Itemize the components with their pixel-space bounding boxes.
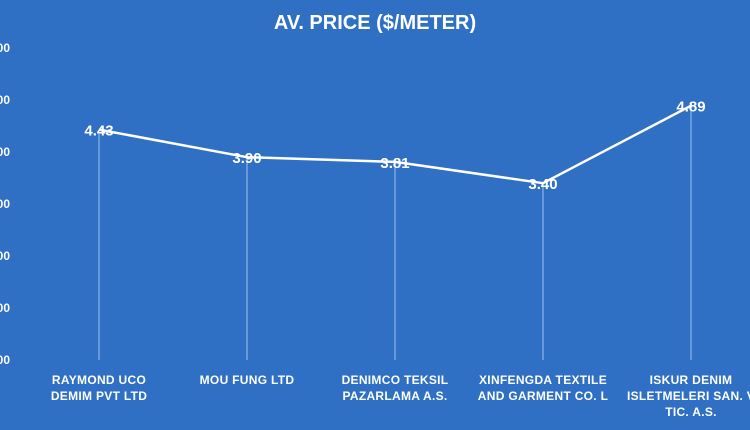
drop-lines bbox=[98, 105, 692, 360]
data-label: 3.90 bbox=[232, 150, 261, 167]
y-tick-label: 00 bbox=[0, 197, 10, 211]
x-category-line: RAYMOND UCO bbox=[52, 373, 146, 387]
x-category-line: ISKUR DENIM bbox=[650, 373, 733, 387]
x-category-label: DENIMCO TEKSIL PAZARLAMA A.S. bbox=[342, 373, 449, 403]
data-label: 3.81 bbox=[380, 155, 409, 172]
chart-title: AV. PRICE ($/METER) bbox=[274, 12, 476, 34]
y-tick-label: 00 bbox=[0, 301, 10, 315]
y-tick-label: 00 bbox=[0, 145, 10, 159]
y-tick-label: 00 bbox=[0, 93, 10, 107]
x-category-line: TIC. A.S. bbox=[665, 405, 717, 419]
x-category-label: RAYMOND UCO DEMIM PVT LTD bbox=[51, 373, 147, 403]
x-category-label: ISKUR DENIM ISLETMELERI SAN. V TIC. A.S. bbox=[627, 373, 750, 419]
y-tick-label: 00 bbox=[0, 41, 10, 55]
x-category-label: MOU FUNG LTD bbox=[200, 373, 295, 387]
x-category-label: XINFENGDA TEXTILE AND GARMENT CO. L bbox=[478, 373, 608, 403]
series-line bbox=[98, 104, 692, 185]
x-category-line: ISLETMELERI SAN. V bbox=[627, 389, 750, 403]
data-label: 4.43 bbox=[84, 123, 113, 140]
x-category-line: MOU FUNG LTD bbox=[200, 373, 295, 387]
y-axis: 00 00 00 00 00 00 00 bbox=[0, 41, 10, 367]
y-tick-label: 00 bbox=[0, 249, 10, 263]
x-category-line: DEMIM PVT LTD bbox=[51, 389, 147, 403]
x-category-line: DENIMCO TEKSIL bbox=[342, 373, 449, 387]
x-category-line: AND GARMENT CO. L bbox=[478, 389, 608, 403]
data-label: 3.40 bbox=[528, 176, 557, 193]
y-tick-label: 00 bbox=[0, 353, 10, 367]
data-label: 4.89 bbox=[676, 99, 705, 116]
x-category-line: PAZARLAMA A.S. bbox=[342, 389, 447, 403]
data-labels: 4.43 3.90 3.81 3.40 4.89 bbox=[84, 99, 705, 193]
x-category-line: XINFENGDA TEXTILE bbox=[479, 373, 607, 387]
x-axis: RAYMOND UCO DEMIM PVT LTD MOU FUNG LTD DENI… bbox=[51, 373, 750, 419]
